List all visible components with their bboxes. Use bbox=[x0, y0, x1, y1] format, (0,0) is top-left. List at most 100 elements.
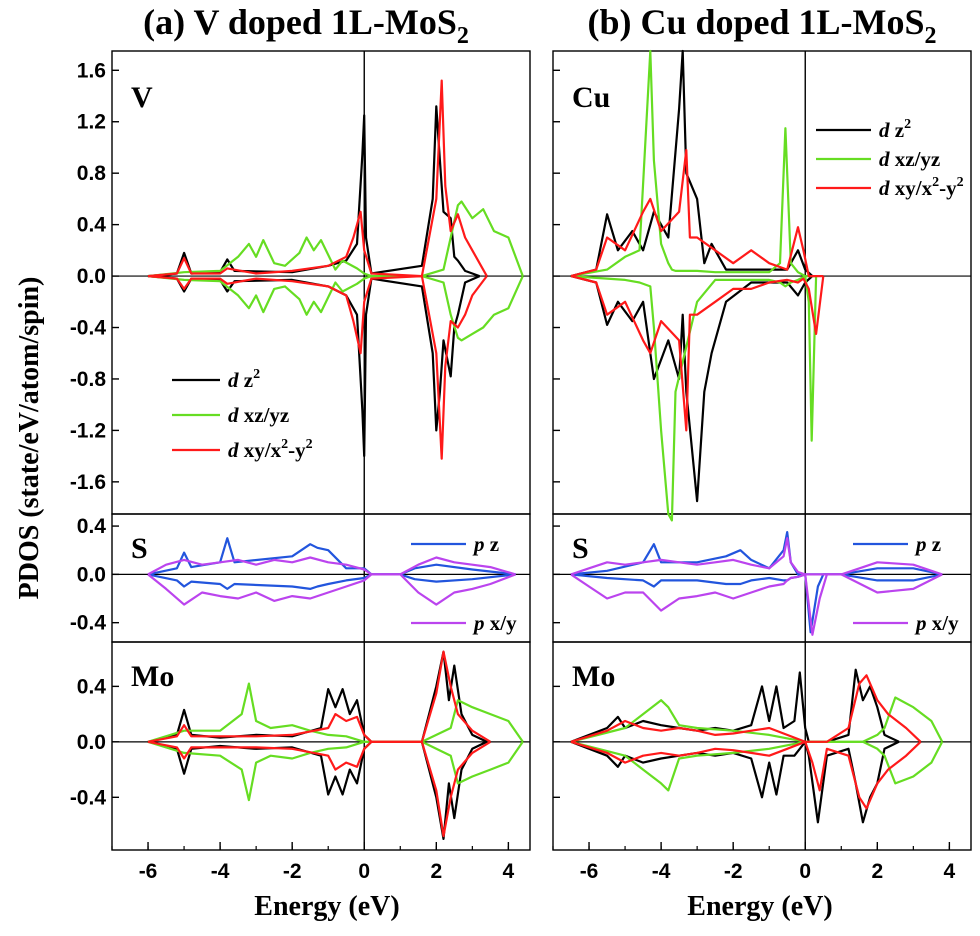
legend-suborbital: z bbox=[490, 532, 499, 556]
y-tick-label: 0.4 bbox=[77, 515, 107, 538]
panel-title-main: (a) V doped 1L-MoS bbox=[143, 2, 457, 42]
legend-label: d z2 bbox=[228, 367, 260, 392]
plot-frame bbox=[111, 513, 531, 643]
plot-series bbox=[147, 49, 944, 841]
x-tick-label: -2 bbox=[724, 860, 743, 883]
panel-titles: (a) V doped 1L-MoS2 (b) Cu doped 1L-MoS2 bbox=[143, 2, 936, 49]
series-d-xy-x2-y2-down bbox=[147, 275, 488, 460]
legend-superscript: 2 bbox=[904, 117, 911, 132]
legend-orbital: d bbox=[228, 438, 244, 462]
legend-orbital: p bbox=[914, 532, 932, 556]
series-d-z2-down bbox=[570, 740, 900, 824]
row-label: Cu bbox=[572, 81, 610, 114]
y-tick-label: -0.4 bbox=[70, 786, 107, 809]
series-p-x-y-down bbox=[147, 573, 516, 606]
legend-superscript: 2 bbox=[957, 175, 964, 190]
y-tick-label: 0.0 bbox=[77, 731, 106, 754]
row-label: S bbox=[572, 532, 589, 565]
legend-orbital: p bbox=[472, 611, 490, 635]
series-p-x-y-up bbox=[147, 556, 516, 576]
legend-superscript: 2 bbox=[306, 437, 313, 452]
x-tick-label: 4 bbox=[503, 860, 515, 883]
series-d-xz-yz-up bbox=[570, 49, 817, 278]
legend-superscript: 2 bbox=[281, 437, 288, 452]
legend-label: p x/y bbox=[472, 611, 517, 635]
row-labels: V S Mo Cu S Mo bbox=[131, 81, 615, 693]
legend-orbital: p bbox=[914, 611, 932, 635]
legend-orbital: d bbox=[879, 176, 895, 200]
axis-ticks: -1.6 -1.2 -0.8 -0.4 0.0 0.4 0.8 1.2 1.6 -0.4 0.0 0.… bbox=[70, 59, 956, 883]
legend-suborbital-tail: -y bbox=[939, 176, 957, 200]
legend-label: d xz/yz bbox=[879, 147, 940, 171]
panel-title-main: (b) Cu doped 1L-MoS bbox=[587, 2, 924, 42]
legend-label: d xz/yz bbox=[228, 403, 289, 427]
series-d-xz-yz-up bbox=[147, 200, 524, 278]
row-label: S bbox=[131, 532, 148, 565]
series-p-z-up bbox=[570, 530, 943, 576]
legend-orbital: d bbox=[228, 403, 244, 427]
plot-frame bbox=[111, 641, 531, 851]
y-tick-label: 0.8 bbox=[77, 162, 107, 185]
y-tick-label: 1.2 bbox=[77, 111, 106, 134]
x-tick-label: 2 bbox=[871, 860, 883, 883]
series-d-xy-x2-y2-down bbox=[570, 740, 922, 810]
series-p-x-y-down bbox=[570, 573, 943, 636]
series-d-xz-yz-down bbox=[570, 275, 818, 522]
legend-label: d xy/x2-y2 bbox=[228, 437, 313, 462]
series-d-xz-yz-down bbox=[147, 740, 524, 802]
legend-superscript: 2 bbox=[253, 367, 260, 382]
x-tick-label: -2 bbox=[283, 860, 302, 883]
series-d-xy-x2-y2-down bbox=[570, 275, 825, 432]
legend-orbital: d bbox=[879, 118, 895, 142]
x-tick-label: 4 bbox=[944, 860, 956, 883]
x-tick-label: -4 bbox=[211, 860, 230, 883]
legend-orbital: d bbox=[228, 368, 244, 392]
row-label: Mo bbox=[131, 660, 174, 693]
series-p-z-down bbox=[147, 573, 516, 591]
legend-orbital: d bbox=[879, 147, 895, 171]
y-tick-label: -0.8 bbox=[70, 368, 107, 391]
legend-suborbital-tail: -y bbox=[288, 438, 306, 462]
series-d-z2-down bbox=[570, 275, 814, 503]
x-tick-label: -4 bbox=[652, 860, 671, 883]
x-tick-label: -6 bbox=[580, 860, 599, 883]
series-d-xy-x2-y2-up bbox=[147, 650, 491, 743]
legend-suborbital: z bbox=[244, 368, 253, 392]
legend-label: p z bbox=[472, 532, 499, 556]
y-tick-label: -1.2 bbox=[70, 419, 106, 442]
series-d-xz-yz-down bbox=[570, 740, 944, 792]
legends: d z2d xz/yzd xy/x2-y2d z2d xz/yzd xy/x2-… bbox=[172, 117, 964, 635]
legend-orbital: p bbox=[472, 532, 490, 556]
legend-label: d z2 bbox=[879, 117, 911, 142]
y-tick-label: 1.6 bbox=[77, 59, 106, 82]
legend-suborbital: x/y bbox=[490, 611, 517, 635]
series-d-xy-x2-y2-up bbox=[570, 674, 922, 743]
series-d-xy-x2-y2-down bbox=[147, 740, 491, 838]
legend-suborbital: x/y bbox=[932, 611, 959, 635]
y-tick-label: 0.0 bbox=[77, 563, 106, 586]
legend-suborbital: xy/x bbox=[244, 438, 282, 462]
legend-label: p x/y bbox=[914, 611, 959, 635]
x-axis-label-a: Energy (eV) bbox=[254, 891, 399, 922]
row-label: Mo bbox=[572, 660, 615, 693]
series-d-xz-yz-down bbox=[147, 275, 524, 342]
panel-title: (b) Cu doped 1L-MoS2 bbox=[587, 2, 936, 49]
series-d-xz-yz-up bbox=[147, 682, 524, 743]
plot-frame bbox=[552, 641, 972, 851]
legend-suborbital: xz/yz bbox=[895, 147, 940, 171]
panel-title-subscript: 2 bbox=[457, 23, 469, 49]
legend-suborbital: xy/x bbox=[895, 176, 933, 200]
y-axis-label: PDOS (state/eV/atom/spin) bbox=[14, 277, 45, 600]
y-tick-label: -0.4 bbox=[70, 317, 107, 340]
row-label: V bbox=[131, 81, 153, 114]
x-tick-label: -6 bbox=[139, 860, 158, 883]
legend-suborbital: z bbox=[895, 118, 904, 142]
x-tick-label: 2 bbox=[430, 860, 442, 883]
y-tick-label: -1.6 bbox=[70, 471, 106, 494]
x-axis-label-b: Energy (eV) bbox=[687, 891, 832, 922]
x-tick-label: 0 bbox=[358, 860, 370, 883]
legend-suborbital: xz/yz bbox=[244, 403, 289, 427]
panel-title-subscript: 2 bbox=[925, 23, 937, 49]
series-d-xy-x2-y2-up bbox=[570, 148, 824, 278]
